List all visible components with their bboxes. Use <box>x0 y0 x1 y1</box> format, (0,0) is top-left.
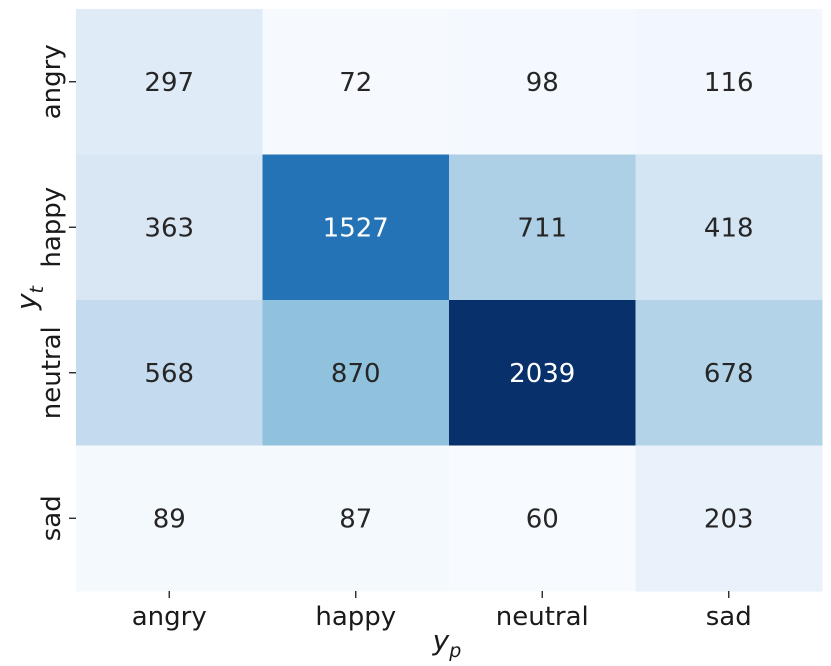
cell-angry-happy <box>262 9 450 155</box>
cell-value-happy-sad: 418 <box>704 213 754 243</box>
cell-value-sad-angry: 89 <box>153 504 186 534</box>
cell-value-angry-happy: 72 <box>339 68 372 98</box>
cell-value-sad-neutral: 60 <box>526 504 559 534</box>
x-axis-label: yp <box>432 624 462 662</box>
cell-value-happy-neutral: 711 <box>517 213 567 243</box>
x-tick-label-neutral: neutral <box>496 602 589 632</box>
cell-value-angry-neutral: 98 <box>526 68 559 98</box>
y-axis-ticks: angry happy neutral sad <box>37 44 76 541</box>
cell-happy-sad <box>635 154 823 301</box>
y-tick-label-angry: angry <box>37 44 67 119</box>
cell-value-sad-happy: 87 <box>339 504 372 534</box>
y-tick-label-happy: happy <box>37 187 67 268</box>
cell-happy-angry <box>76 154 263 301</box>
cell-sad-neutral <box>449 445 636 592</box>
cell-value-happy-happy: 1527 <box>323 213 389 243</box>
cell-sad-angry <box>76 445 263 592</box>
x-tick-label-happy: happy <box>315 602 396 632</box>
x-axis-ticks: angry happy neutral sad <box>132 591 752 632</box>
cell-value-neutral-angry: 568 <box>144 359 194 389</box>
cell-value-neutral-happy: 870 <box>331 359 381 389</box>
y-axis-label: yt <box>10 284 48 311</box>
cell-value-sad-sad: 203 <box>704 504 754 534</box>
cell-angry-angry <box>76 9 263 155</box>
cell-neutral-neutral <box>449 300 636 446</box>
cell-neutral-angry <box>76 300 263 446</box>
cell-angry-sad <box>635 9 823 155</box>
cell-value-angry-angry: 297 <box>144 68 194 98</box>
cell-value-angry-sad: 116 <box>704 68 754 98</box>
x-tick-label-angry: angry <box>132 602 207 632</box>
cell-happy-neutral <box>449 154 636 301</box>
cell-sad-happy <box>262 445 450 592</box>
x-tick-label-sad: sad <box>706 602 752 632</box>
y-tick-label-sad: sad <box>37 495 67 541</box>
cell-happy-happy <box>262 154 450 301</box>
cell-neutral-sad <box>635 300 823 446</box>
cell-angry-neutral <box>449 9 636 155</box>
cell-value-neutral-sad: 678 <box>704 359 754 389</box>
cell-value-neutral-neutral: 2039 <box>509 359 575 389</box>
heatmap-cells <box>76 9 823 592</box>
cell-value-happy-angry: 363 <box>144 213 194 243</box>
cell-neutral-happy <box>262 300 450 446</box>
y-tick-label-neutral: neutral <box>37 326 67 419</box>
heatmap-cell-labels: 297 72 98 116 363 1527 711 418 568 870 2039 678 89 87… <box>144 68 753 535</box>
cell-sad-sad <box>635 445 823 592</box>
